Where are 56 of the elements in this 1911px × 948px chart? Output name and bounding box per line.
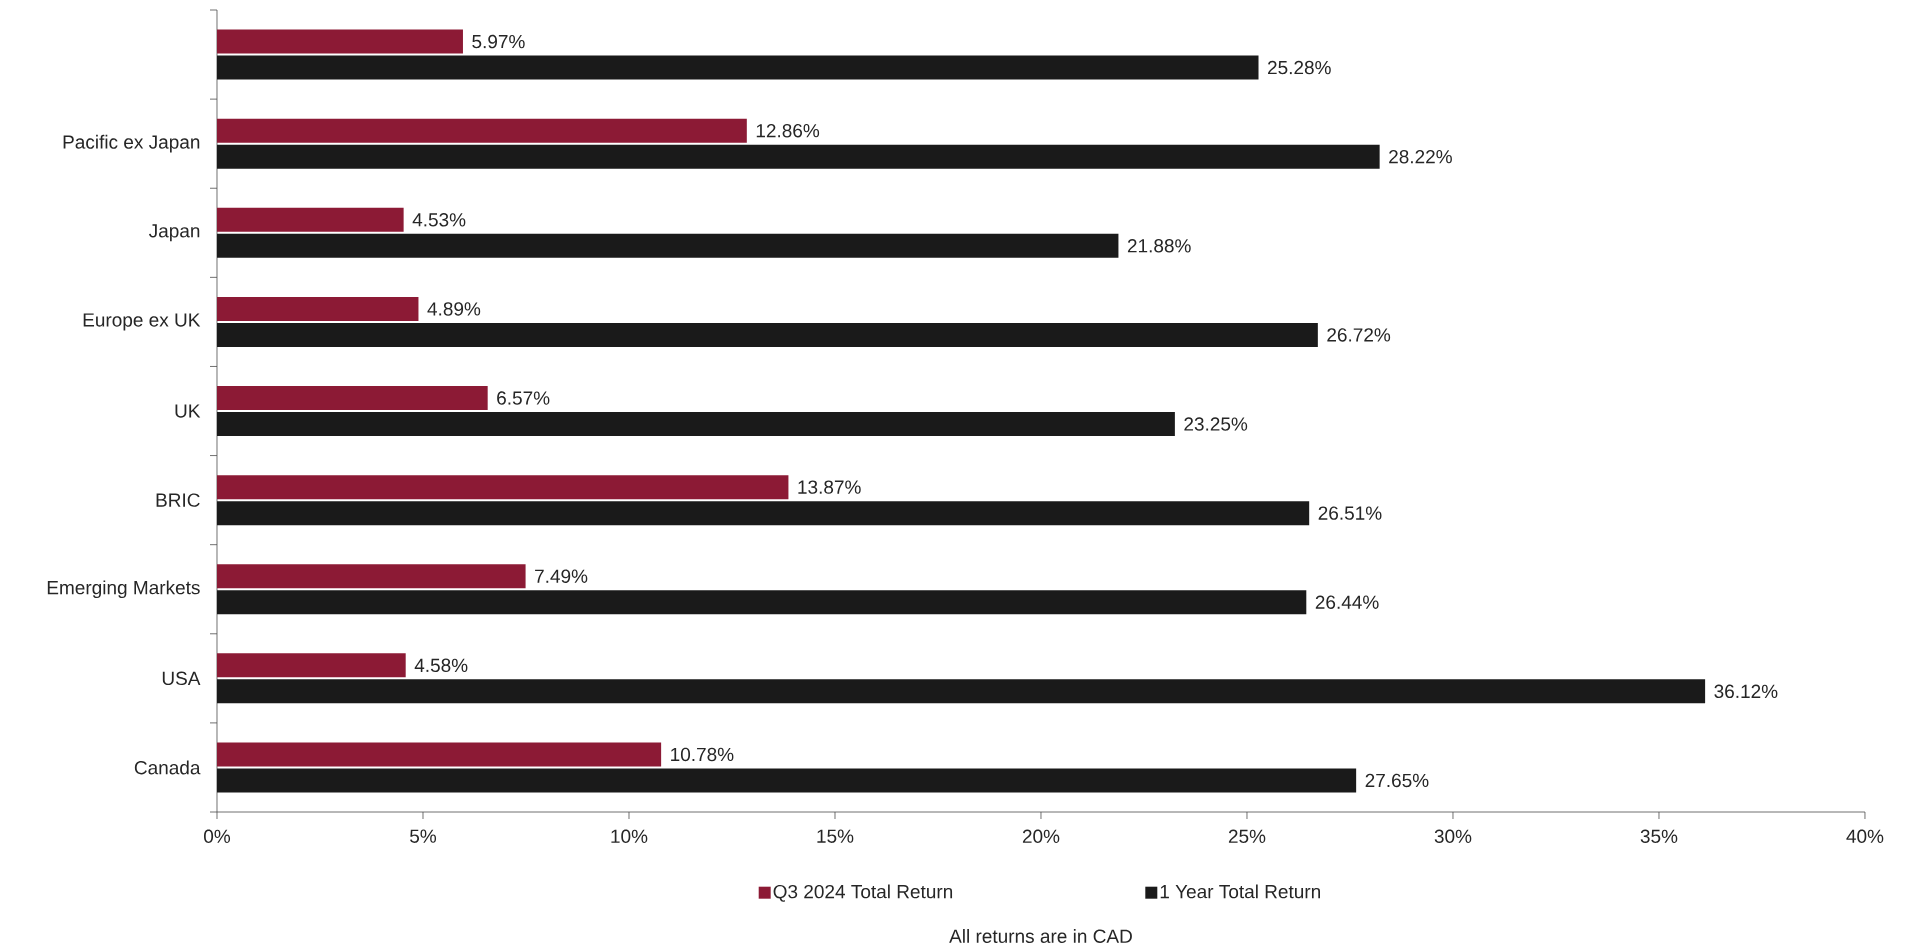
data-label: 7.49%	[535, 569, 588, 583]
x-tick-label: 40%	[1846, 829, 1884, 843]
data-label: 28.22%	[1389, 149, 1452, 164]
x-tick-label: 15%	[817, 829, 854, 843]
y-tick-label: UK	[175, 404, 201, 418]
data-label: 13.87%	[798, 480, 861, 494]
x-tick-label: 10%	[611, 829, 648, 843]
data-label: 27.65%	[1365, 773, 1429, 788]
x-tick-label: 0%	[204, 829, 231, 843]
bar	[217, 118, 747, 143]
data-label: 4.58%	[414, 658, 468, 673]
y-tick-label: Europe ex UK	[83, 313, 201, 331]
x-tick-label: 30%	[1434, 829, 1472, 843]
y-tick-label: Pacific ex Japan	[63, 134, 200, 153]
bar	[217, 386, 488, 411]
bar	[217, 55, 1259, 80]
x-tick-label: 25%	[1228, 829, 1266, 843]
data-label: 10.78%	[671, 747, 734, 762]
data-label: 25.28%	[1268, 60, 1331, 75]
bar	[217, 475, 789, 500]
x-tick-label: 35%	[1640, 829, 1678, 843]
bar	[217, 768, 1357, 793]
legend-label: 1 Year Total Return	[1160, 884, 1320, 899]
data-label: 36.12%	[1714, 684, 1778, 699]
data-label: 26.51%	[1318, 506, 1382, 520]
data-label: 5.97%	[472, 34, 525, 49]
text: All returns are in CAD	[949, 929, 1132, 943]
data-label: 6.57%	[497, 391, 550, 405]
x-tick-label: 5%	[410, 829, 437, 843]
legend-label: Q3 2024 Total Return	[773, 884, 953, 902]
bar	[217, 144, 1380, 169]
data-label: 12.86%	[756, 123, 820, 138]
data-label: 26.44%	[1315, 595, 1379, 609]
x-tick-label: 20%	[1022, 829, 1060, 843]
bar	[217, 322, 1318, 347]
bar	[217, 296, 419, 321]
data-label: 4.53%	[412, 213, 466, 227]
bar	[217, 590, 1307, 615]
y-tick-label: USA	[162, 671, 201, 686]
bar	[217, 679, 1706, 704]
data-label: 23.25%	[1184, 417, 1248, 431]
bar	[217, 207, 404, 232]
y-tick-label: Emerging Markets	[47, 580, 200, 599]
data-label: 21.88%	[1127, 239, 1191, 253]
bar	[217, 412, 1175, 437]
bar	[217, 29, 463, 54]
bar	[217, 742, 662, 767]
y-tick-label: Japan	[149, 224, 200, 242]
y-tick-label: BRIC	[156, 493, 200, 507]
bar	[217, 564, 526, 589]
data-label: 26.72%	[1327, 328, 1391, 342]
bar	[217, 233, 1119, 258]
y-tick-label: Canada	[134, 760, 201, 775]
data-label: 4.89%	[427, 302, 481, 316]
bar	[217, 501, 1310, 526]
bar	[217, 653, 406, 678]
